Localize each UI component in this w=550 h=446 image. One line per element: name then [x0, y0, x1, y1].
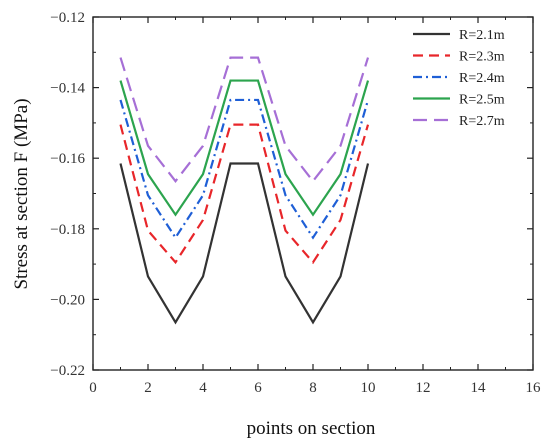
- legend-label-5: R=2.7m: [459, 114, 505, 129]
- legend-label-1: R=2.1m: [459, 28, 505, 43]
- x-tick-label: 10: [361, 380, 376, 396]
- y-tick-label: −0.16: [50, 151, 85, 167]
- series-line-2: [119, 123, 370, 265]
- x-tick-label: 4: [199, 380, 207, 396]
- x-tick-label: 2: [144, 380, 152, 396]
- x-tick-label: 12: [416, 380, 431, 396]
- plot-area: [93, 17, 533, 370]
- y-tick-label: −0.14: [50, 81, 85, 97]
- legend: R=2.1m R=2.3m R=2.4m R=2.5m R=2.7m: [413, 28, 505, 129]
- plot-background: [93, 17, 533, 370]
- series-line-3: [119, 98, 370, 240]
- x-tick-label: 8: [309, 380, 317, 396]
- y-tick-label: −0.20: [50, 292, 85, 308]
- axes-layer: 0 2 4 6 8 10 12 14 16 −0.22 −0.20 −0.18 −0.16 −0.14 −0…: [50, 10, 541, 396]
- x-axis-title: points on section: [247, 418, 376, 439]
- x-tick-label: 6: [254, 380, 262, 396]
- series-line-1: [119, 162, 370, 325]
- legend-label-4: R=2.5m: [459, 93, 505, 108]
- y-tick-label: −0.22: [50, 363, 85, 379]
- x-tick-label: 14: [471, 380, 487, 396]
- legend-label-2: R=2.3m: [459, 50, 505, 65]
- series-line-4: [119, 79, 370, 217]
- y-axis-title: Stress at section F (MPa): [11, 98, 32, 289]
- series-layer: [119, 56, 370, 325]
- y-tick-label: −0.12: [50, 10, 85, 26]
- series-line-5: [119, 56, 370, 183]
- y-tick-label: −0.18: [50, 222, 85, 238]
- x-tick-label: 0: [89, 380, 97, 396]
- x-tick-label: 16: [526, 380, 542, 396]
- legend-label-3: R=2.4m: [459, 71, 505, 86]
